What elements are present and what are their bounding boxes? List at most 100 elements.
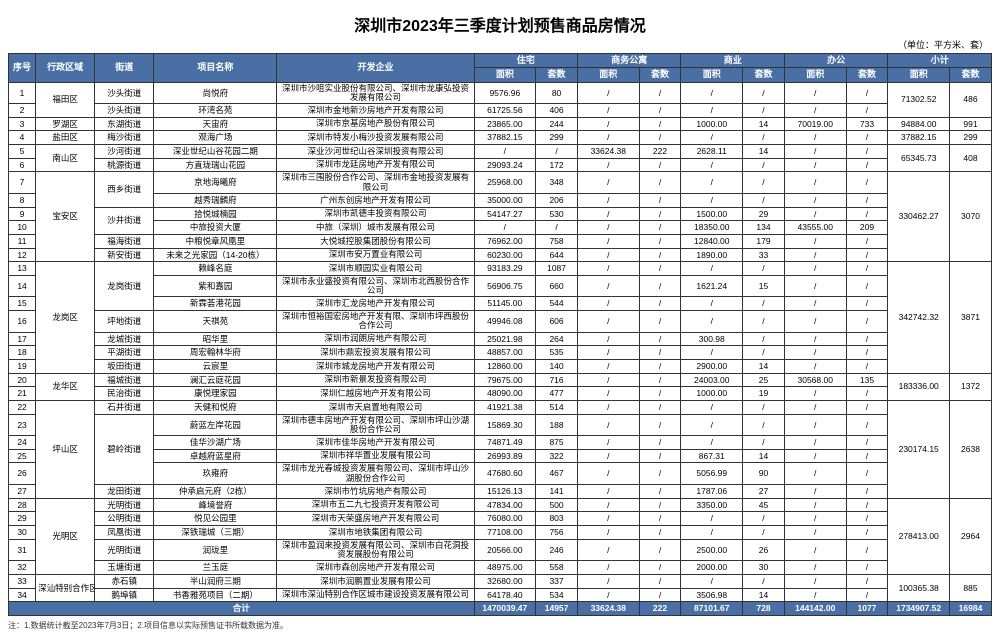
seq-cell: 31 [9, 539, 36, 561]
num-cell: / [639, 117, 681, 131]
developer-cell: 深圳仁越房地产开发有限公司 [277, 387, 474, 401]
num-cell: 64178.40 [474, 588, 536, 602]
num-cell: / [784, 561, 846, 575]
total-cell: 144142.00 [784, 602, 846, 616]
num-cell: / [578, 117, 640, 131]
seq-cell: 7 [9, 172, 36, 194]
table-row: 6桃源街道方直珑瑞山花园深圳市龙廷房地产开发有限公司29093.24172///… [9, 158, 992, 172]
project-cell: 深铁瑞城（三期） [154, 526, 277, 540]
num-cell: 1087 [536, 262, 578, 276]
developer-cell: 深圳市三围股份合作公司、深圳市金地投资发展有限公司 [277, 172, 474, 194]
num-cell: 1890.00 [681, 248, 743, 262]
num-cell: / [743, 194, 785, 208]
num-cell: 76080.00 [474, 512, 536, 526]
th-sub: 面积 [681, 68, 743, 82]
developer-cell: 深圳市顺园实业有限公司 [277, 262, 474, 276]
num-cell: / [578, 234, 640, 248]
num-cell: 48090.00 [474, 387, 536, 401]
num-cell: 348 [536, 172, 578, 194]
th-seq: 序号 [9, 54, 36, 83]
num-cell: / [681, 297, 743, 311]
district-cell: 盐田区 [36, 131, 95, 145]
num-cell: / [639, 436, 681, 450]
subtotal-area: 94884.00 [888, 117, 950, 131]
num-cell: / [846, 172, 888, 194]
subtotal-area: 230174.15 [888, 400, 950, 498]
project-cell: 蔚蓝左岸花园 [154, 414, 277, 436]
num-cell: 222 [639, 145, 681, 159]
table-row: 23碧岭街道蔚蓝左岸花园深圳市德丰房地产开发有限公司、深圳市坪山沙湖股份合作公司… [9, 414, 992, 436]
num-cell: / [743, 414, 785, 436]
num-cell: / [784, 485, 846, 499]
seq-cell: 10 [9, 221, 36, 235]
num-cell: / [639, 574, 681, 588]
num-cell: / [784, 512, 846, 526]
num-cell: / [578, 82, 640, 104]
th-developer: 开发企业 [277, 54, 474, 83]
seq-cell: 22 [9, 400, 36, 414]
subtotal-area: 71302.52 [888, 82, 950, 117]
num-cell: / [681, 82, 743, 104]
num-cell: 2900.00 [681, 360, 743, 374]
unit-label: （单位：平方米、套） [8, 38, 992, 51]
th-group: 住宅 [474, 54, 577, 68]
project-cell: 佳华沙湖广场 [154, 436, 277, 450]
num-cell: / [578, 297, 640, 311]
num-cell: / [846, 262, 888, 276]
num-cell: 172 [536, 158, 578, 172]
table-row: 8越秀瑞麟府广州东创房地产开发有限公司35000.00206////// [9, 194, 992, 208]
project-cell: 天宙府 [154, 117, 277, 131]
project-cell: 方直珑瑞山花园 [154, 158, 277, 172]
seq-cell: 12 [9, 248, 36, 262]
num-cell: / [784, 526, 846, 540]
table-row: 20龙华区福城街道澜汇云庭花园深圳市新景发投资有限公司79675.00716//… [9, 373, 992, 387]
num-cell: / [578, 360, 640, 374]
num-cell: 300.98 [681, 332, 743, 346]
num-cell: / [784, 360, 846, 374]
num-cell: / [784, 332, 846, 346]
num-cell: / [846, 104, 888, 118]
table-row: 1福田区沙头街道尚悦府深圳市沙咀实业股份有限公司、深圳市龙康弘投资发展有限公司9… [9, 82, 992, 104]
num-cell: / [743, 574, 785, 588]
project-cell: 兰玉庭 [154, 561, 277, 575]
seq-cell: 14 [9, 275, 36, 297]
num-cell: / [784, 275, 846, 297]
developer-cell: 深圳市汇龙房地产开发有限公司 [277, 297, 474, 311]
subtotal-cnt: 3070 [949, 172, 991, 262]
num-cell: / [578, 463, 640, 485]
project-cell: 环湾名苑 [154, 104, 277, 118]
table-row: 17龙城街道昭华里深圳市润朗房地产有限公司25021.98264//300.98… [9, 332, 992, 346]
num-cell: 49946.08 [474, 311, 536, 333]
num-cell: / [578, 207, 640, 221]
num-cell: / [681, 526, 743, 540]
num-cell: 140 [536, 360, 578, 374]
seq-cell: 8 [9, 194, 36, 208]
num-cell: / [681, 346, 743, 360]
num-cell: 74871.49 [474, 436, 536, 450]
num-cell: 209 [846, 221, 888, 235]
developer-cell: 深圳市永业盛投资有限公司、深圳市北西股份合作公司 [277, 275, 474, 297]
num-cell: 33 [743, 248, 785, 262]
table-row: 32玉塘街道兰玉庭深圳市森创房地产开发有限公司48975.00558//2000… [9, 561, 992, 575]
num-cell: / [578, 311, 640, 333]
num-cell: / [784, 574, 846, 588]
num-cell: / [639, 262, 681, 276]
num-cell: / [743, 332, 785, 346]
seq-cell: 25 [9, 449, 36, 463]
developer-cell: 深圳市恒裕国宏房地产开发有限、深圳市坪西股份合作公司 [277, 311, 474, 333]
num-cell: 15 [743, 275, 785, 297]
num-cell: / [639, 463, 681, 485]
num-cell: / [681, 574, 743, 588]
district-cell: 深汕特别合作区 [36, 574, 95, 601]
street-cell: 玉塘街道 [95, 561, 154, 575]
total-cell: 728 [743, 602, 785, 616]
num-cell: 20566.00 [474, 539, 536, 561]
th-sub: 套数 [639, 68, 681, 82]
seq-cell: 34 [9, 588, 36, 602]
num-cell: / [784, 262, 846, 276]
num-cell: / [578, 262, 640, 276]
num-cell: / [784, 172, 846, 194]
total-cell: 1077 [846, 602, 888, 616]
num-cell: / [846, 436, 888, 450]
developer-cell: 深圳市沙咀实业股份有限公司、深圳市龙康弘投资发展有限公司 [277, 82, 474, 104]
